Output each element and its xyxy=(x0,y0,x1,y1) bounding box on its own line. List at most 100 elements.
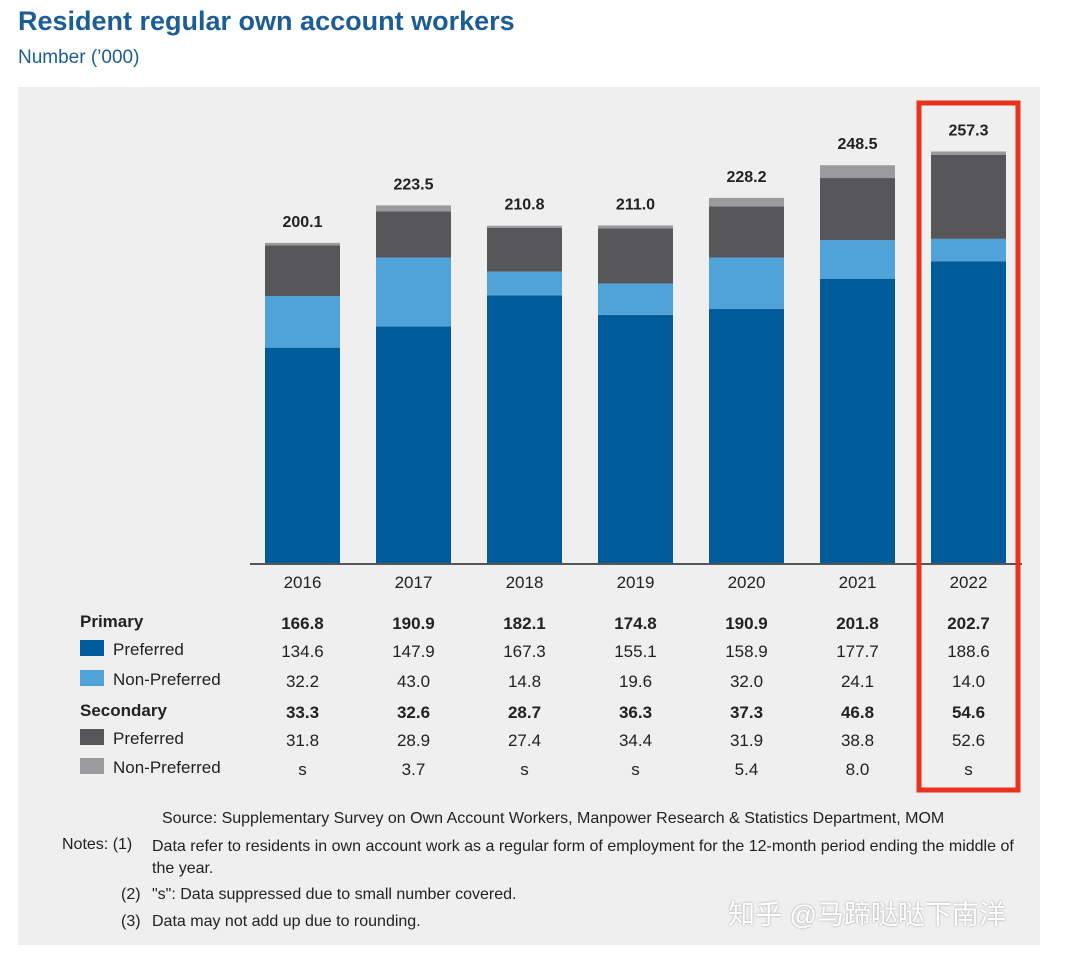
cell-5-2018: s xyxy=(520,760,529,779)
bar-segment-2016-2 xyxy=(265,245,340,297)
bar-segment-2018-3 xyxy=(487,225,562,228)
bar-segment-2020-0 xyxy=(709,308,784,563)
cell-1-2020: 158.9 xyxy=(725,642,768,661)
row-label-4: Preferred xyxy=(113,729,184,748)
legend-swatch-4 xyxy=(80,729,104,745)
row-label-1: Preferred xyxy=(113,640,184,659)
bar-segment-2022-0 xyxy=(931,261,1006,563)
bar-segment-2020-2 xyxy=(709,206,784,258)
cell-1-2022: 188.6 xyxy=(947,642,990,661)
cell-3-2020: 37.3 xyxy=(730,703,763,722)
cell-2-2017: 43.0 xyxy=(397,672,430,691)
legend-swatch-5 xyxy=(80,758,104,774)
bar-segment-2017-2 xyxy=(376,211,451,258)
bar-segment-2019-2 xyxy=(598,228,673,284)
bar-segment-2021-2 xyxy=(820,178,895,241)
chart-subtitle: Number (’000) xyxy=(18,47,140,68)
bar-segment-2022-1 xyxy=(931,238,1006,262)
bar-segment-2018-0 xyxy=(487,295,562,563)
cell-3-2018: 28.7 xyxy=(508,703,541,722)
cell-4-2020: 31.9 xyxy=(730,731,763,750)
cell-0-2016: 166.8 xyxy=(281,614,324,633)
year-label-2019: 2019 xyxy=(617,573,655,592)
bar-segment-2018-1 xyxy=(487,271,562,296)
cell-5-2017: 3.7 xyxy=(402,760,426,779)
bar-segment-2016-1 xyxy=(265,296,340,348)
bar-segment-2016-0 xyxy=(265,347,340,563)
bar-segment-2019-1 xyxy=(598,283,673,315)
bar-segment-2021-0 xyxy=(820,278,895,563)
bar-segment-2016-3 xyxy=(265,242,340,246)
cell-1-2018: 167.3 xyxy=(503,642,546,661)
note-number-2: (2) xyxy=(121,886,141,903)
cell-3-2021: 46.8 xyxy=(841,703,874,722)
cell-4-2017: 28.9 xyxy=(397,731,430,750)
year-label-2022: 2022 xyxy=(950,573,988,592)
chart-title: Resident regular own account workers xyxy=(18,6,515,36)
cell-5-2021: 8.0 xyxy=(846,760,870,779)
cell-1-2021: 177.7 xyxy=(836,642,879,661)
cell-0-2019: 174.8 xyxy=(614,614,657,633)
cell-5-2022: s xyxy=(964,760,973,779)
year-label-2020: 2020 xyxy=(728,573,766,592)
bar-segment-2017-3 xyxy=(376,205,451,212)
total-label-2020: 228.2 xyxy=(726,169,766,186)
bar-segment-2017-1 xyxy=(376,257,451,327)
note-text-3: Data may not add up due to rounding. xyxy=(152,913,421,930)
bar-segment-2020-1 xyxy=(709,257,784,309)
row-label-5: Non-Preferred xyxy=(113,758,221,777)
bar-segment-2019-0 xyxy=(598,314,673,563)
watermark: 知乎 @马蹄哒哒下南洋 xyxy=(728,900,1006,930)
cell-2-2022: 14.0 xyxy=(952,672,985,691)
cell-5-2016: s xyxy=(298,760,307,779)
cell-2-2020: 32.0 xyxy=(730,672,763,691)
cell-5-2020: 5.4 xyxy=(735,760,759,779)
cell-4-2018: 27.4 xyxy=(508,731,541,750)
total-label-2017: 223.5 xyxy=(393,176,433,193)
highlight-box-2022 xyxy=(916,100,1021,793)
cell-2-2021: 24.1 xyxy=(841,672,874,691)
legend-swatch-2 xyxy=(80,670,104,686)
cell-3-2016: 33.3 xyxy=(286,703,319,722)
cell-0-2022: 202.7 xyxy=(947,614,990,633)
year-label-2021: 2021 xyxy=(839,573,877,592)
year-label-2016: 2016 xyxy=(284,573,322,592)
source-note: Source: Supplementary Survey on Own Acco… xyxy=(162,810,945,827)
note-number-3: (3) xyxy=(121,913,141,930)
legend-swatch-1 xyxy=(80,640,104,656)
total-label-2019: 211.0 xyxy=(616,196,655,213)
bar-segment-2019-3 xyxy=(598,225,673,229)
cell-0-2020: 190.9 xyxy=(725,614,768,633)
cell-0-2018: 182.1 xyxy=(503,614,546,633)
cell-1-2016: 134.6 xyxy=(281,642,324,661)
total-label-2022: 257.3 xyxy=(948,122,988,139)
row-label-0: Primary xyxy=(80,612,144,631)
cell-2-2018: 14.8 xyxy=(508,672,541,691)
note-text-1: Data refer to residents in own account w… xyxy=(152,838,1014,877)
row-label-2: Non-Preferred xyxy=(113,670,221,689)
note-text-2: "s": Data suppressed due to small number… xyxy=(152,886,517,903)
bar-segment-2017-0 xyxy=(376,326,451,563)
year-label-2018: 2018 xyxy=(506,573,544,592)
cell-3-2017: 32.6 xyxy=(397,703,430,722)
cell-4-2016: 31.8 xyxy=(286,731,319,750)
cell-2-2019: 19.6 xyxy=(619,672,652,691)
cell-4-2019: 34.4 xyxy=(619,731,652,750)
total-label-2016: 200.1 xyxy=(282,214,322,231)
cell-5-2019: s xyxy=(631,760,640,779)
stacked-bar-chart: 200.1 223.5 210.8 211.0 228.2 248.5 257.3 2016 2… xyxy=(80,100,1022,793)
cell-0-2017: 190.9 xyxy=(392,614,435,633)
cell-2-2016: 32.2 xyxy=(286,672,319,691)
cell-4-2021: 38.8 xyxy=(841,731,874,750)
total-label-2018: 210.8 xyxy=(504,197,544,214)
cell-3-2022: 54.6 xyxy=(952,703,985,722)
bar-segment-2021-1 xyxy=(820,240,895,279)
bar-segment-2022-2 xyxy=(931,154,1006,239)
cell-1-2017: 147.9 xyxy=(392,642,435,661)
note-number-1: Notes: (1) xyxy=(62,836,133,853)
year-label-2017: 2017 xyxy=(395,573,433,592)
bar-segment-2018-2 xyxy=(487,227,562,272)
bar-segment-2022-3 xyxy=(931,151,1006,155)
cell-0-2021: 201.8 xyxy=(836,614,879,633)
bar-segment-2020-3 xyxy=(709,197,784,207)
